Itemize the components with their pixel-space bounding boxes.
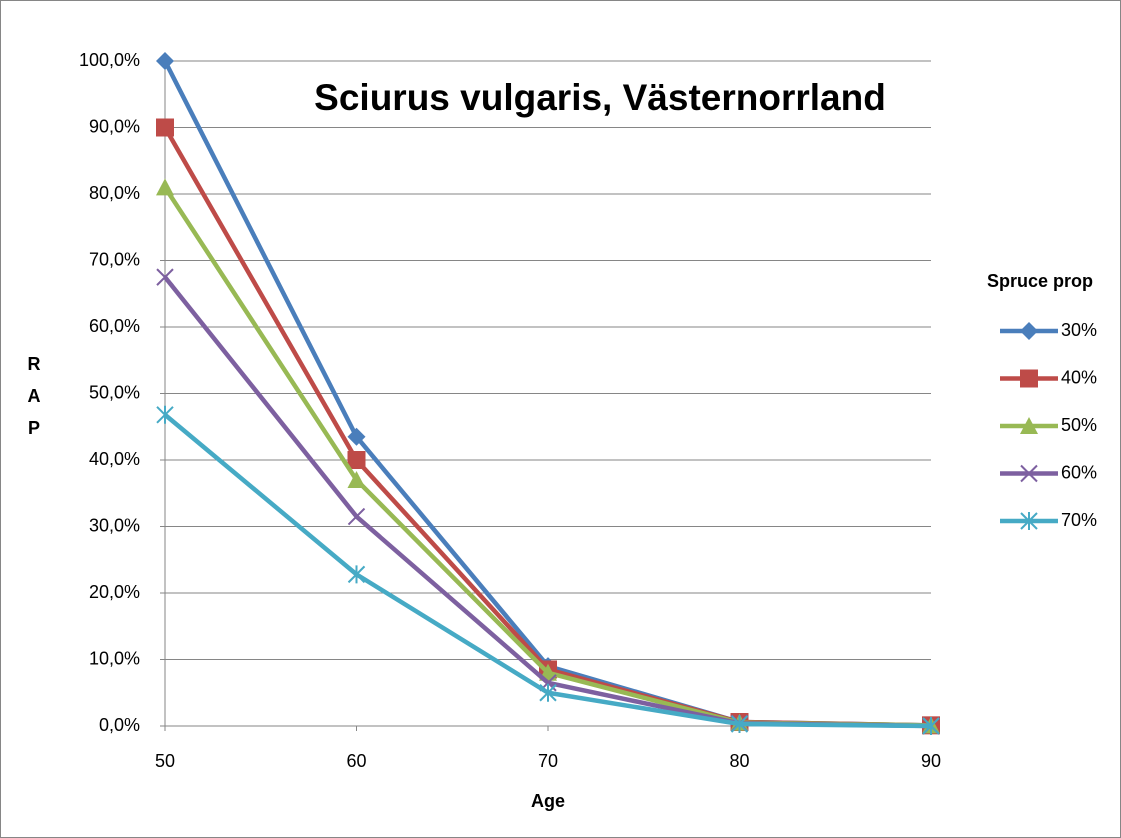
y-tick-label: 90,0% xyxy=(89,116,140,136)
marker xyxy=(347,451,366,469)
marker xyxy=(1020,369,1038,388)
y-tick-label: 80,0% xyxy=(89,183,140,203)
marker xyxy=(156,405,174,424)
marker xyxy=(1020,417,1038,434)
marker xyxy=(347,565,366,584)
legend-label: 30% xyxy=(1061,320,1097,340)
marker xyxy=(156,268,174,286)
y-tick-label: 100,0% xyxy=(79,50,140,70)
x-tick-label: 80 xyxy=(729,751,749,771)
legend-label: 70% xyxy=(1061,510,1097,530)
y-tick-label: 30,0% xyxy=(89,515,140,535)
y-tick-label: 0,0% xyxy=(99,715,140,735)
legend-title: Spruce prop xyxy=(987,271,1093,291)
x-tick-label: 60 xyxy=(346,751,366,771)
x-axis-label: Age xyxy=(531,791,565,811)
marker xyxy=(347,470,366,488)
marker xyxy=(156,118,174,137)
marker xyxy=(156,52,174,70)
x-tick-label: 50 xyxy=(155,751,175,771)
marker xyxy=(347,427,366,446)
marker xyxy=(156,178,174,196)
marker xyxy=(1020,322,1038,340)
marker xyxy=(1020,464,1038,483)
legend-label: 40% xyxy=(1061,367,1097,387)
x-tick-label: 70 xyxy=(538,751,558,771)
y-tick-label: 60,0% xyxy=(89,316,140,336)
marker xyxy=(539,683,557,702)
y-tick-label: 20,0% xyxy=(89,582,140,602)
legend-label: 60% xyxy=(1061,462,1097,482)
legend-label: 50% xyxy=(1061,415,1097,435)
y-tick-label: 40,0% xyxy=(89,449,140,469)
x-tick-label: 90 xyxy=(921,751,941,771)
y-tick-label: 50,0% xyxy=(89,382,140,402)
marker xyxy=(922,717,940,735)
chart-title: Sciurus vulgaris, Västernorrland xyxy=(314,77,886,118)
y-tick-label: 10,0% xyxy=(89,648,140,668)
marker xyxy=(730,715,749,734)
marker xyxy=(1020,512,1038,530)
marker xyxy=(347,507,366,526)
y-tick-label: 70,0% xyxy=(89,249,140,269)
